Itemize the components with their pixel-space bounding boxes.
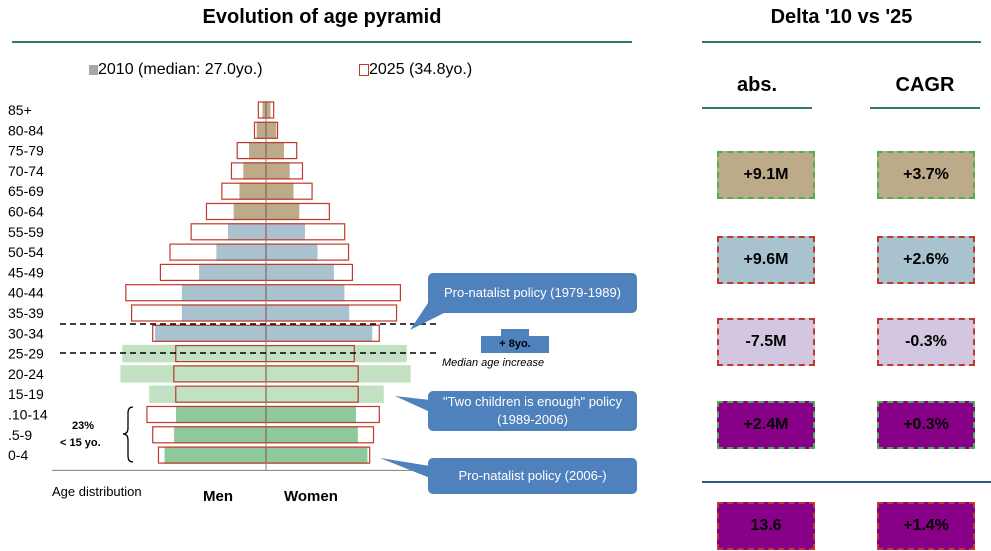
age-label-11: 30-34	[8, 325, 44, 341]
callout-pointer-two-children	[395, 396, 430, 412]
callout-pointer-2006	[380, 458, 430, 478]
age-label-4: 65-69	[8, 183, 44, 199]
bar-2010-men-16	[173, 425, 267, 445]
bar-2010-women-2	[265, 141, 285, 160]
abs-total-box: 13.6	[717, 502, 815, 550]
bar-2010-women-17	[265, 445, 369, 465]
abs-header-rule	[702, 107, 812, 109]
bar-2010-men-15	[175, 405, 267, 424]
age-label-5: 60-64	[8, 204, 44, 220]
median-shift-text: + 8yo.	[499, 338, 531, 350]
bar-2010-women-8	[265, 263, 335, 282]
bar-2010-men-17	[163, 445, 267, 465]
bar-2010-women-5	[265, 202, 300, 221]
left-title: Evolution of age pyramid	[202, 6, 442, 28]
bar-2010-women-4	[265, 181, 295, 201]
bar-2010-women-14	[265, 384, 385, 404]
bar-2010-men-9	[181, 283, 267, 303]
age-label-0: 85+	[8, 102, 32, 118]
abs-value-box-0: +9.1M	[717, 151, 815, 199]
legend-2010-swatch	[89, 65, 98, 75]
abs-value-box-1: +9.6M	[717, 236, 815, 284]
bar-2010-men-3	[242, 161, 267, 181]
legend-2025: 2025 (34.8yo.)	[359, 61, 472, 79]
age-label-3: 70-74	[8, 163, 44, 179]
bar-2010-men-14	[148, 384, 267, 404]
legend-2010: 2010 (median: 27.0yo.)	[89, 61, 263, 79]
age-label-14: 15-19	[8, 386, 44, 402]
bar-2010-men-6	[227, 222, 267, 242]
legend-2025-label: 2025 (34.8yo.)	[369, 61, 473, 78]
age-label-1: 80-84	[8, 122, 44, 138]
abs-value-box-2: -7.5M	[717, 318, 815, 366]
age-label-8: 45-49	[8, 264, 44, 280]
age-labels: 85+ 80-84 75-79 70-74 65-69 60-64 55-59 50-54 45…	[8, 102, 48, 463]
bar-2010-women-6	[265, 222, 306, 242]
age-label-10: 35-39	[8, 305, 44, 321]
age-label-9: 40-44	[8, 285, 44, 301]
women-label: Women	[284, 488, 338, 505]
right-title: Delta '10 vs '25	[770, 6, 913, 28]
age-label-12: 25-29	[8, 346, 44, 362]
bar-2010-men-4	[238, 181, 267, 201]
bar-2010-women-13	[265, 364, 412, 384]
bar-2010-women-15	[265, 405, 357, 424]
bar-2010-women-16	[265, 425, 359, 445]
cagr-value-box-3: +0.3%	[877, 401, 975, 449]
cagr-total-box: +1.4%	[877, 502, 975, 550]
bar-2010-men-5	[233, 202, 267, 221]
median-shift-badge: + 8yo.	[481, 329, 549, 353]
bar-2010-men-11	[154, 323, 267, 343]
bar-2010-men-2	[248, 141, 267, 160]
bars-2010	[119, 100, 412, 465]
age-label-16: .5-9	[8, 427, 32, 443]
bar-2010-men-13	[119, 364, 267, 384]
age-label-2: 75-79	[8, 143, 44, 159]
left-title-rule	[12, 41, 632, 43]
age-label-17: 0-4	[8, 447, 28, 463]
men-label: Men	[203, 488, 233, 505]
bar-2010-women-9	[265, 283, 346, 303]
bar-2010-women-10	[265, 303, 350, 323]
median-caption: Median age increase	[442, 357, 545, 369]
right-title-rule	[702, 41, 981, 43]
age-label-15: .10-14	[8, 407, 48, 423]
cagr-value-box-2: -0.3%	[877, 318, 975, 366]
total-separator	[702, 481, 991, 483]
abs-value-box-3: +2.4M	[717, 401, 815, 449]
age-label-13: 20-24	[8, 366, 44, 382]
under-15-bracket	[122, 406, 134, 463]
bar-2010-women-3	[265, 161, 291, 181]
age-distribution-label: Age distribution	[52, 484, 142, 499]
bar-2010-men-8	[198, 263, 267, 282]
bracket-scope: < 15 yo.	[60, 437, 101, 449]
age-label-7: 50-54	[8, 244, 44, 260]
bar-2010-women-0	[265, 100, 272, 120]
bar-2010-women-7	[265, 242, 319, 262]
cagr-value-box-1: +2.6%	[877, 236, 975, 284]
cagr-header: CAGR	[895, 74, 955, 96]
legend-2025-swatch	[359, 64, 369, 76]
age-label-6: 55-59	[8, 224, 44, 240]
callout-two-children: "Two children is enough" policy (1989-20…	[428, 391, 637, 431]
abs-header: abs.	[736, 74, 778, 96]
bar-2010-women-1	[265, 121, 277, 140]
bar-2010-men-10	[181, 303, 267, 323]
callout-pronatalist-2006: Pro-natalist policy (2006-)	[428, 458, 637, 494]
bar-2010-men-1	[256, 121, 267, 140]
cagr-value-box-0: +3.7%	[877, 151, 975, 199]
bar-2010-men-7	[215, 242, 267, 262]
bracket-share: 23%	[72, 420, 95, 432]
callout-pronatalist-1979: Pro-natalist policy (1979-1989)	[428, 273, 637, 313]
bar-2010-women-11	[265, 323, 373, 343]
legend-2010-label: 2010 (median: 27.0yo.)	[98, 61, 263, 78]
cagr-header-rule	[870, 107, 980, 109]
